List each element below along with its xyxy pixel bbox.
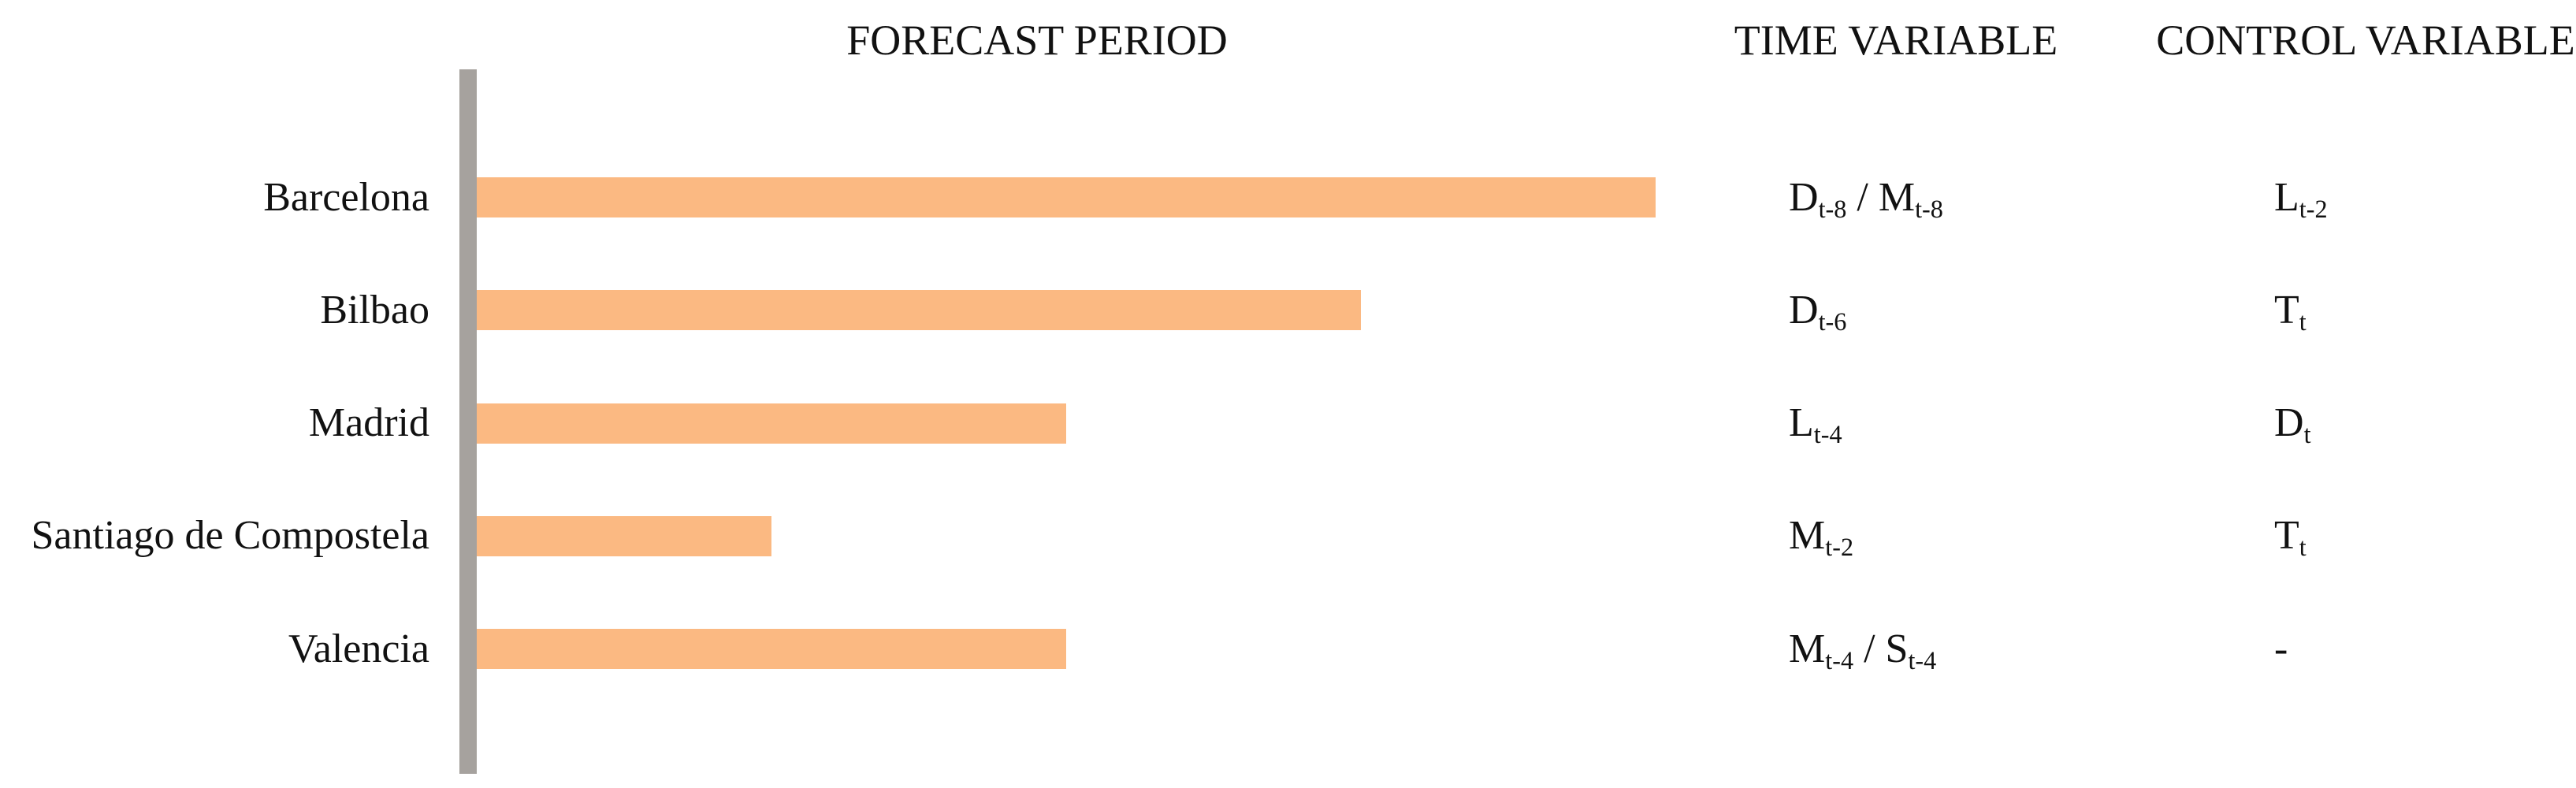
bar-madrid <box>477 403 1066 444</box>
header-control-variable: CONTROL VARIABLE <box>2156 17 2575 64</box>
time-variable-madrid: Lt-4 <box>1789 400 1842 449</box>
bar-santiago-de-compostela <box>477 515 771 556</box>
control-variable-barcelona: Lt-2 <box>2274 174 2328 223</box>
category-label-barcelona: Barcelona <box>263 174 429 220</box>
header-time-variable: TIME VARIABLE <box>1734 17 2058 64</box>
bar-valencia <box>477 629 1066 670</box>
time-variable-santiago-de-compostela: Mt-2 <box>1789 513 1854 562</box>
time-variable-barcelona: Dt-8 / Mt-8 <box>1789 174 1943 223</box>
category-label-santiago-de-compostela: Santiago de Compostela <box>31 513 429 559</box>
time-variable-bilbao: Dt-6 <box>1789 287 1847 336</box>
bar-barcelona <box>477 177 1656 217</box>
time-variable-valencia: Mt-4 / St-4 <box>1789 626 1937 675</box>
control-variable-santiago-de-compostela: Tt <box>2274 513 2307 562</box>
control-variable-bilbao: Tt <box>2274 287 2307 336</box>
category-label-bilbao: Bilbao <box>320 287 429 333</box>
category-label-madrid: Madrid <box>308 400 429 446</box>
category-label-valencia: Valencia <box>288 626 429 671</box>
bar-bilbao <box>477 290 1361 331</box>
control-variable-madrid: Dt <box>2274 400 2311 449</box>
control-variable-valencia: - <box>2274 626 2288 671</box>
y-axis-line <box>459 69 477 774</box>
header-forecast-period: FORECAST PERIOD <box>846 17 1228 64</box>
